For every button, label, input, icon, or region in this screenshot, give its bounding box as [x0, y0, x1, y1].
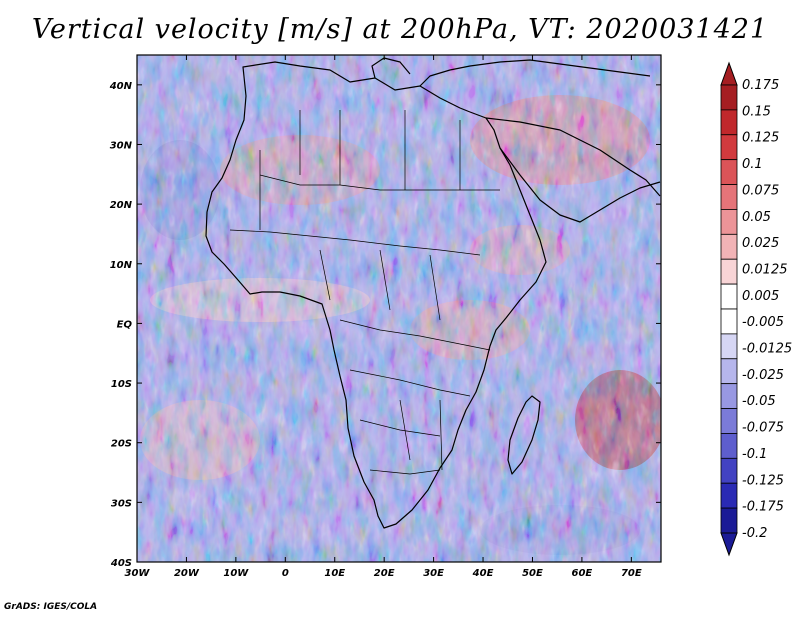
colorbar-label: 0.05 [742, 210, 771, 225]
colorbar-label: 0.175 [742, 78, 779, 93]
colorbar-swatch [720, 258, 738, 285]
colorbar-label: -0.075 [742, 421, 784, 436]
y-tick-label: 20N [110, 200, 133, 211]
y-tick-label: EQ [117, 319, 133, 330]
x-tick-label: 70E [621, 568, 642, 579]
colorbar-label: -0.175 [742, 500, 784, 515]
axis-ticks: 30W 20W 10W 0 10E 20E 30E 40E 50E 60E 70E 40N 30N 20N… [109, 55, 661, 579]
colorbar-swatch [720, 84, 738, 111]
y-tick-label: 40S [110, 558, 132, 569]
colorbar-swatch [720, 333, 738, 360]
colorbar-label: 0.075 [742, 183, 779, 198]
y-tick-label: 40N [109, 81, 133, 92]
colorbar-label: 0.005 [742, 289, 779, 304]
coastlines [205, 57, 661, 529]
colorbar-swatch [720, 383, 738, 409]
colorbar-swatch [720, 283, 738, 310]
footer-credit: GrADS: IGES/COLA [4, 602, 98, 612]
y-tick-label: 20S [111, 439, 132, 450]
colorbar-swatch [720, 159, 738, 185]
y-tick-label: 10N [110, 260, 133, 271]
x-tick-label: 10W [223, 568, 249, 579]
country-borders [229, 110, 500, 475]
colorbar-label: 0.025 [742, 236, 779, 251]
x-tick-label: 30W [125, 568, 151, 579]
colorbar-label: -0.005 [742, 315, 784, 330]
x-tick-label: 40E [472, 568, 494, 579]
velocity-field [137, 55, 661, 562]
colorbar-swatch [720, 209, 738, 235]
y-tick-label: 30N [110, 140, 133, 151]
x-tick-label: 50E [522, 568, 543, 579]
colorbar-swatch [720, 457, 738, 484]
colorbar-swatch [720, 233, 738, 260]
x-tick-label: 0 [282, 568, 289, 579]
colorbar-label: -0.0125 [742, 342, 792, 357]
colorbar-swatch [720, 408, 738, 434]
y-tick-label: 30S [111, 498, 132, 509]
y-tick-label: 10S [111, 379, 132, 390]
colorbar-swatch [720, 433, 738, 459]
x-tick-label: 60E [572, 568, 593, 579]
colorbar-swatch [720, 109, 738, 136]
colorbar-label: 0.125 [742, 131, 779, 146]
colorbar-label: -0.1 [742, 447, 767, 462]
colorbar-label: 0.1 [742, 157, 763, 172]
colorbar-label: 0.0125 [742, 262, 788, 277]
x-tick-label: 30E [423, 568, 444, 579]
x-tick-label: 20W [174, 568, 200, 579]
colorbar-swatch [720, 482, 738, 509]
colorbar-label: -0.2 [742, 526, 767, 541]
x-tick-label: 20E [374, 568, 395, 579]
x-tick-label: 10E [324, 568, 345, 579]
colorbar-swatch [720, 308, 738, 335]
colorbar-label: -0.025 [742, 368, 784, 383]
colorbar-max-arrow [720, 61, 738, 86]
colorbar-swatch [720, 184, 738, 210]
colorbar-label: -0.125 [742, 473, 784, 488]
colorbar-swatch [720, 134, 738, 161]
colorbar-label: 0.15 [742, 104, 771, 119]
colorbar-min-arrow [720, 532, 738, 557]
map-title: Vertical velocity [m/s] at 200hPa, VT: 2… [31, 14, 769, 45]
colorbar-swatch [720, 358, 738, 385]
colorbar-label: -0.05 [742, 394, 776, 409]
plot-frame [136, 54, 662, 563]
colorbar-swatch [720, 507, 738, 534]
colorbar: 0.175 0.15 0.125 0.1 0.075 0.05 0.025 0.0125 0.0… [720, 61, 792, 557]
